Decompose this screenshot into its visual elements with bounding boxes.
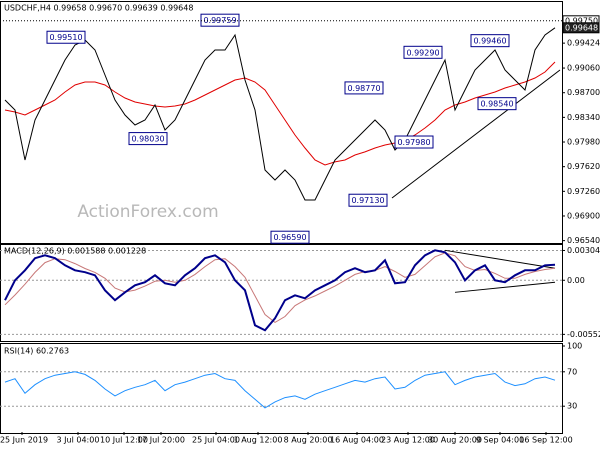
x-tick-label: 16 Aug 04:00 — [330, 436, 384, 445]
y-tick-label: 100 — [567, 342, 582, 351]
x-tick-label: 16 Sep 12:00 — [519, 436, 572, 445]
annotation-label: 0.99290 — [406, 48, 439, 57]
x-tick-label: 30 Aug 20:00 — [428, 436, 482, 445]
price-label: 0.99648 — [565, 23, 598, 32]
panel-frame — [0, 244, 563, 342]
panel-frame — [0, 343, 563, 434]
y-tick-label: 0.98340 — [567, 113, 600, 122]
trendline — [444, 249, 556, 269]
x-tick-label: 9 Sep 04:00 — [476, 436, 524, 445]
y-tick-label: 0.98700 — [567, 88, 600, 97]
panel-title: RSI(14) 60.2763 — [4, 347, 69, 356]
annotation-box — [470, 34, 510, 48]
price-label: 0.99750 — [565, 16, 598, 25]
x-tick-label: 25 Jul 04:00 — [192, 436, 240, 445]
annotation-box — [270, 230, 310, 244]
x-tick-label: 1 Aug 12:00 — [234, 436, 283, 445]
y-tick-label: 0.00 — [567, 276, 585, 285]
x-tick-label: 8 Aug 20:00 — [284, 436, 333, 445]
y-tick-label: 0.97980 — [567, 138, 600, 147]
annotation-label: 0.99510 — [49, 33, 82, 42]
price-box — [562, 22, 600, 34]
y-tick-label: -0.005524 — [567, 330, 600, 339]
y-tick-label: 30 — [567, 402, 577, 411]
annotation-box — [394, 135, 434, 149]
series-line — [4, 27, 556, 201]
annotation-box — [128, 132, 168, 146]
y-tick-label: 0.99424 — [567, 39, 600, 48]
y-tick-label: 0.003044 — [567, 246, 600, 255]
x-tick-label: 10 Jul 12:00 — [100, 436, 148, 445]
annotation-box — [403, 45, 443, 59]
y-tick-label: 0.96900 — [567, 211, 600, 220]
annotation-label: 0.96590 — [273, 233, 306, 242]
series-line — [4, 61, 556, 166]
series-line — [4, 371, 556, 409]
annotation-box — [348, 193, 388, 207]
series-line — [4, 252, 556, 324]
y-tick-label: 0.96540 — [567, 236, 600, 245]
trendline — [454, 281, 556, 293]
y-tick-label: 0.97260 — [567, 187, 600, 196]
annotation-label: 0.98770 — [347, 84, 380, 93]
annotation-label: 0.97980 — [397, 138, 430, 147]
x-tick-label: 17 Jul 20:00 — [137, 436, 185, 445]
watermark: ActionForex.com — [77, 202, 218, 222]
x-tick-label: 3 Jul 04:00 — [57, 436, 100, 445]
y-tick-label: 70 — [567, 367, 577, 376]
annotation-box — [344, 81, 384, 95]
trendline — [391, 69, 561, 199]
annotation-box — [200, 13, 240, 27]
annotation-label: 0.98540 — [480, 100, 513, 109]
panel-title: MACD(12,26,9) 0.001588 0.001228 — [4, 247, 146, 256]
x-tick-label: 23 Aug 12:00 — [381, 436, 435, 445]
annotation-label: 0.98030 — [131, 135, 164, 144]
annotation-box — [477, 97, 517, 111]
series-line — [4, 249, 556, 332]
annotation-label: 0.97130 — [351, 196, 384, 205]
x-tick-label: 25 Jun 2019 — [0, 436, 48, 445]
panel-title: USDCHF,H4 0.99658 0.99670 0.99639 0.9964… — [4, 4, 193, 13]
y-tick-label: 0.99060 — [567, 64, 600, 73]
y-tick-label: 0.97620 — [567, 162, 600, 171]
annotation-box — [46, 30, 86, 44]
annotation-label: 0.99460 — [473, 37, 506, 46]
